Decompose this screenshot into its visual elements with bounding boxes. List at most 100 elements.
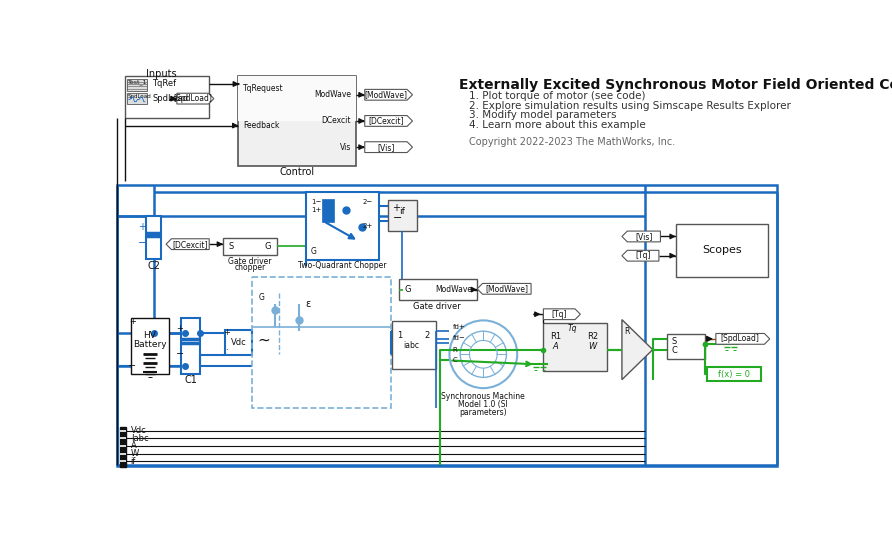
Bar <box>146 216 161 259</box>
Polygon shape <box>365 90 412 100</box>
Bar <box>117 185 778 466</box>
Text: A: A <box>553 342 558 351</box>
Text: Control: Control <box>279 167 315 177</box>
Polygon shape <box>177 93 214 104</box>
Text: fd−: fd− <box>452 335 466 341</box>
Text: −: − <box>128 361 136 371</box>
Text: R: R <box>452 347 458 353</box>
Bar <box>120 428 126 467</box>
Text: Inputs: Inputs <box>146 69 177 79</box>
Text: ε: ε <box>305 299 310 309</box>
Text: 1. Plot torque of motor (see code): 1. Plot torque of motor (see code) <box>469 91 646 101</box>
Polygon shape <box>477 283 531 294</box>
Text: S: S <box>671 337 676 347</box>
Text: C: C <box>671 346 677 355</box>
Text: Copyright 2022-2023 The MathWorks, Inc.: Copyright 2022-2023 The MathWorks, Inc. <box>469 137 676 147</box>
Text: if: if <box>130 457 136 466</box>
Polygon shape <box>622 231 660 242</box>
Polygon shape <box>622 319 653 379</box>
Text: TqRequest: TqRequest <box>244 84 284 93</box>
Bar <box>223 238 277 255</box>
Bar <box>127 93 147 104</box>
Text: +: + <box>224 328 230 337</box>
Text: HV: HV <box>144 330 156 340</box>
Circle shape <box>450 321 517 388</box>
Text: [ModWave]: [ModWave] <box>485 284 528 293</box>
Text: W: W <box>130 449 139 458</box>
Text: Gate driver: Gate driver <box>228 257 272 265</box>
Text: −: − <box>137 238 147 248</box>
Bar <box>666 334 705 359</box>
Polygon shape <box>716 334 770 345</box>
Text: R1: R1 <box>550 332 561 341</box>
Bar <box>399 279 477 300</box>
Text: 1+: 1+ <box>310 207 321 213</box>
Text: [SpdLoad]: [SpdLoad] <box>721 334 760 343</box>
Text: 1−: 1− <box>310 199 321 205</box>
Bar <box>388 200 417 231</box>
Text: [DCexcit]: [DCexcit] <box>172 240 208 248</box>
Text: 4. Learn more about this example: 4. Learn more about this example <box>469 120 646 130</box>
Text: Vdc: Vdc <box>231 338 246 347</box>
Bar <box>238 75 356 167</box>
Text: [Vis]: [Vis] <box>635 232 653 241</box>
Bar <box>125 76 210 118</box>
Text: Battery: Battery <box>133 340 167 349</box>
Polygon shape <box>365 142 412 152</box>
Text: SpdLoad: SpdLoad <box>153 94 188 103</box>
Text: Vdc: Vdc <box>130 426 146 435</box>
Text: C1: C1 <box>185 375 197 385</box>
Text: Feedback: Feedback <box>244 121 279 130</box>
Text: ModWave: ModWave <box>435 285 473 294</box>
Text: +: + <box>138 222 146 232</box>
Text: W: W <box>589 342 597 351</box>
Text: 1: 1 <box>397 330 402 340</box>
Text: R: R <box>624 328 630 336</box>
Text: G: G <box>405 285 411 294</box>
Text: +: + <box>128 317 136 325</box>
Text: G: G <box>259 293 264 302</box>
Text: ModWave: ModWave <box>314 90 351 99</box>
Text: C: C <box>452 358 458 364</box>
Bar <box>676 224 768 276</box>
Text: [DCexcit]: [DCexcit] <box>368 116 404 126</box>
Text: G: G <box>264 242 271 251</box>
Text: +: + <box>392 203 401 213</box>
Circle shape <box>460 331 507 377</box>
Text: f(x) = 0: f(x) = 0 <box>717 370 749 379</box>
Bar <box>127 79 147 91</box>
Text: if: if <box>400 207 406 216</box>
Polygon shape <box>365 116 412 126</box>
Text: Iabc: Iabc <box>130 434 148 443</box>
Bar <box>225 330 252 355</box>
Bar <box>181 318 200 373</box>
Text: [SpdLoad]: [SpdLoad] <box>173 94 212 103</box>
Text: −: − <box>392 213 401 223</box>
Bar <box>392 321 435 369</box>
Text: 2: 2 <box>425 330 429 340</box>
Text: [Tq]: [Tq] <box>635 251 651 260</box>
Text: C2: C2 <box>147 261 161 271</box>
Text: ~: ~ <box>258 333 270 348</box>
Text: DCexcit: DCexcit <box>321 116 351 126</box>
Text: Synchronous Machine: Synchronous Machine <box>442 392 525 401</box>
Text: Scopes: Scopes <box>702 245 742 256</box>
Text: +: + <box>177 324 184 333</box>
Text: parameters): parameters) <box>459 407 508 417</box>
Text: Test_1: Test_1 <box>128 79 147 85</box>
Bar <box>238 75 356 121</box>
Text: iabc: iabc <box>403 341 419 349</box>
Text: chopper: chopper <box>235 263 266 272</box>
Polygon shape <box>622 250 659 261</box>
Text: Vis: Vis <box>340 143 351 152</box>
Bar <box>252 277 391 408</box>
Text: fd+: fd+ <box>452 324 466 330</box>
Bar <box>306 192 378 259</box>
Text: A: A <box>130 441 136 450</box>
Text: G: G <box>310 247 317 257</box>
Polygon shape <box>166 239 210 250</box>
Text: 3. Modify model parameters: 3. Modify model parameters <box>469 110 617 120</box>
Text: 2. Explore simulation results using Simscape Results Explorer: 2. Explore simulation results using Sims… <box>469 100 791 110</box>
Text: TqRef: TqRef <box>153 80 177 88</box>
Text: −: − <box>176 349 184 359</box>
